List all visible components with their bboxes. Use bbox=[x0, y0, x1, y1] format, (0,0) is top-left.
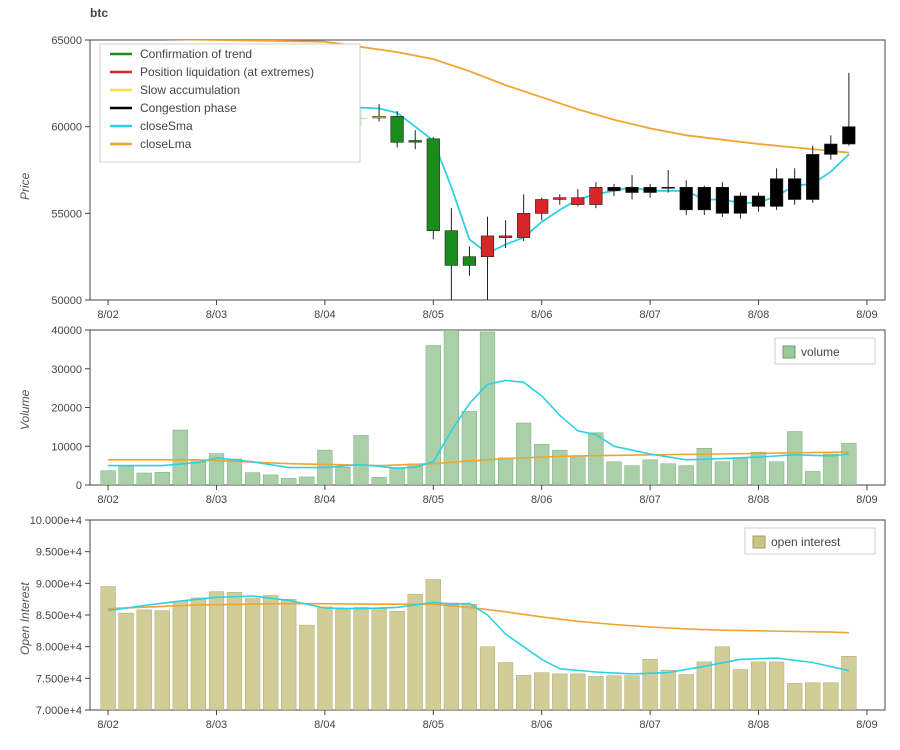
svg-text:65000: 65000 bbox=[51, 35, 82, 47]
svg-text:8/06: 8/06 bbox=[531, 494, 552, 506]
svg-text:open interest: open interest bbox=[771, 535, 841, 549]
svg-text:10.000e+4: 10.000e+4 bbox=[30, 515, 82, 527]
svg-text:8/09: 8/09 bbox=[856, 309, 877, 321]
svg-text:0: 0 bbox=[76, 480, 82, 492]
svg-text:Slow accumulation: Slow accumulation bbox=[140, 83, 240, 97]
svg-text:Position liquidation (at extre: Position liquidation (at extremes) bbox=[140, 65, 314, 79]
svg-text:8/02: 8/02 bbox=[97, 309, 118, 321]
svg-text:8/03: 8/03 bbox=[206, 309, 227, 321]
svg-text:8/04: 8/04 bbox=[314, 719, 335, 731]
svg-text:9.500e+4: 9.500e+4 bbox=[36, 547, 82, 559]
svg-text:30000: 30000 bbox=[51, 364, 82, 376]
svg-text:volume: volume bbox=[801, 345, 840, 359]
svg-text:8/03: 8/03 bbox=[206, 494, 227, 506]
chart-stage: btc Price Volume Open Interest 50000 5500… bbox=[0, 0, 900, 750]
ylabel-volume: Volume bbox=[18, 390, 32, 430]
svg-text:closeSma: closeSma bbox=[140, 119, 193, 133]
svg-text:60000: 60000 bbox=[51, 122, 82, 134]
svg-text:8/07: 8/07 bbox=[639, 719, 660, 731]
svg-text:8/03: 8/03 bbox=[206, 719, 227, 731]
svg-text:8/06: 8/06 bbox=[531, 309, 552, 321]
chart-svg: 50000 55000 60000 65000 8/02 8/03 8/04 8/05 8/06… bbox=[0, 0, 900, 750]
svg-text:40000: 40000 bbox=[51, 325, 82, 337]
svg-text:9.000e+4: 9.000e+4 bbox=[36, 578, 82, 590]
svg-text:Congestion phase: Congestion phase bbox=[140, 101, 237, 115]
svg-text:7.000e+4: 7.000e+4 bbox=[36, 705, 82, 717]
svg-text:8/06: 8/06 bbox=[531, 719, 552, 731]
svg-text:55000: 55000 bbox=[51, 208, 82, 220]
svg-text:8/04: 8/04 bbox=[314, 494, 335, 506]
svg-text:8.000e+4: 8.000e+4 bbox=[36, 642, 82, 654]
svg-text:20000: 20000 bbox=[51, 403, 82, 415]
ylabel-oi: Open Interest bbox=[18, 582, 32, 655]
svg-text:50000: 50000 bbox=[51, 295, 82, 307]
svg-text:8/04: 8/04 bbox=[314, 309, 335, 321]
svg-text:8/05: 8/05 bbox=[423, 309, 444, 321]
svg-text:8/02: 8/02 bbox=[97, 494, 118, 506]
ylabel-price: Price bbox=[18, 173, 32, 200]
svg-text:7.500e+4: 7.500e+4 bbox=[36, 673, 82, 685]
svg-text:8.500e+4: 8.500e+4 bbox=[36, 610, 82, 622]
svg-text:8/05: 8/05 bbox=[423, 494, 444, 506]
svg-text:8/07: 8/07 bbox=[639, 309, 660, 321]
svg-text:8/02: 8/02 bbox=[97, 719, 118, 731]
svg-text:8/08: 8/08 bbox=[748, 494, 769, 506]
svg-text:8/09: 8/09 bbox=[856, 494, 877, 506]
svg-text:8/08: 8/08 bbox=[748, 719, 769, 731]
svg-text:10000: 10000 bbox=[51, 441, 82, 453]
svg-text:Confirmation of trend: Confirmation of trend bbox=[140, 47, 252, 61]
svg-text:8/09: 8/09 bbox=[856, 719, 877, 731]
svg-text:8/05: 8/05 bbox=[423, 719, 444, 731]
chart-title: btc bbox=[90, 6, 108, 20]
svg-text:8/08: 8/08 bbox=[748, 309, 769, 321]
svg-text:closeLma: closeLma bbox=[140, 137, 192, 151]
svg-text:8/07: 8/07 bbox=[639, 494, 660, 506]
